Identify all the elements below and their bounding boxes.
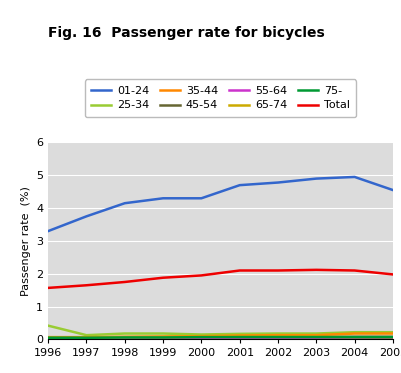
Legend: 01-24, 25-34, 35-44, 45-54, 55-64, 65-74, 75-, Total: 01-24, 25-34, 35-44, 45-54, 55-64, 65-74… xyxy=(85,79,356,117)
Y-axis label: Passenger rate  (%): Passenger rate (%) xyxy=(20,186,30,296)
Text: Fig. 16  Passenger rate for bicycles: Fig. 16 Passenger rate for bicycles xyxy=(48,25,325,40)
